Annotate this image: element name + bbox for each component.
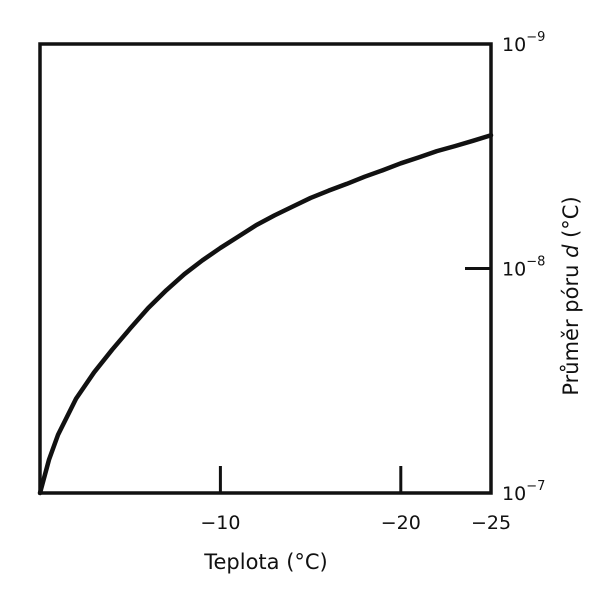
y-tick-base: 10 bbox=[502, 259, 526, 281]
plot-frame bbox=[38, 42, 493, 495]
y-tick-label: 10−9 bbox=[502, 30, 545, 56]
y-axis-title-suffix: (°C) bbox=[559, 196, 583, 244]
x-axis-title: Teplota (°C) bbox=[203, 550, 328, 574]
y-tick-base: 10 bbox=[502, 34, 526, 56]
x-tick-label: −10 bbox=[200, 512, 240, 534]
y-tick-label: 10−8 bbox=[502, 255, 545, 281]
y-tick-base: 10 bbox=[502, 483, 526, 505]
x-tick-label: −25 bbox=[471, 512, 511, 534]
x-tick-label: −20 bbox=[381, 512, 421, 534]
y-axis-title-variable: d bbox=[559, 244, 583, 258]
series-line bbox=[37, 133, 494, 496]
x-axis-ticks: −10 −20 −25 bbox=[200, 466, 511, 534]
y-tick-exponent: −8 bbox=[526, 255, 545, 270]
y-tick-exponent: −9 bbox=[526, 30, 545, 45]
y-tick-exponent: −7 bbox=[526, 479, 545, 494]
y-axis-title-prefix: Průměr póru bbox=[559, 258, 583, 396]
y-axis-title: Průměr póru d (°C) bbox=[559, 196, 583, 395]
y-tick-label: 10−7 bbox=[502, 479, 545, 505]
y-axis-ticks: 10−910−810−7 bbox=[465, 30, 545, 505]
